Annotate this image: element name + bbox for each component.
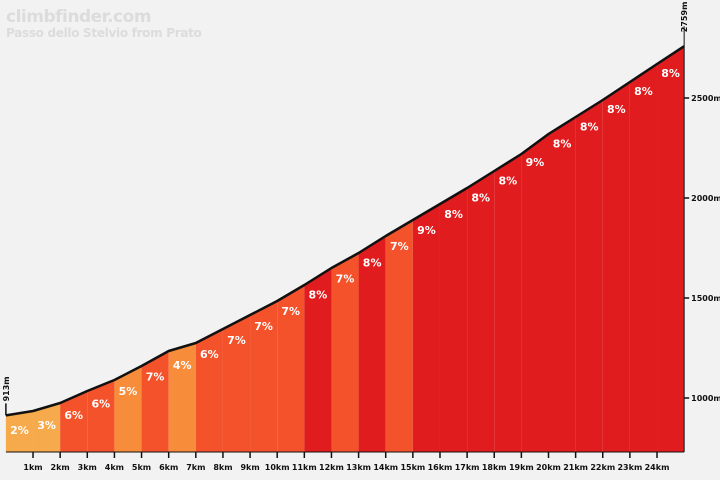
gradient-segment <box>222 315 251 452</box>
gradient-segment <box>195 329 223 452</box>
gradient-segment <box>277 285 305 452</box>
x-tick-label: 6km <box>159 463 178 472</box>
x-tick-label: 9km <box>240 463 259 472</box>
grade-label: 6% <box>92 398 111 411</box>
x-tick-label: 20km <box>536 463 561 472</box>
gradient-segment <box>304 268 332 452</box>
y-tick-label: 2000m <box>691 194 720 203</box>
gradient-segment <box>602 82 630 452</box>
gradient-segment <box>5 411 34 452</box>
grade-label: 7% <box>254 320 273 333</box>
gradient-segment <box>33 403 61 452</box>
grade-label: 9% <box>526 156 545 169</box>
grade-label: 6% <box>64 409 83 422</box>
grade-label: 7% <box>336 273 355 286</box>
brand-logo-text: climbfinder.com <box>6 7 152 27</box>
gradient-segment <box>250 301 278 452</box>
x-tick-label: 8km <box>213 463 232 472</box>
x-tick-label: 24km <box>645 463 670 472</box>
x-tick-label: 2km <box>51 463 70 472</box>
grade-label: 7% <box>146 371 165 384</box>
gradient-segment <box>629 64 658 452</box>
x-tick-label: 23km <box>617 463 642 472</box>
grade-label: 7% <box>227 334 246 347</box>
x-tick-label: 22km <box>590 463 615 472</box>
gradient-segment <box>114 366 142 452</box>
grade-label: 8% <box>444 208 463 221</box>
grade-label: 8% <box>580 121 599 134</box>
grade-label: 8% <box>498 175 517 188</box>
grade-label: 8% <box>553 138 572 151</box>
x-tick-label: 18km <box>482 463 507 472</box>
x-tick-label: 3km <box>78 463 97 472</box>
grade-label: 8% <box>661 67 680 80</box>
gradient-segment <box>331 253 359 452</box>
grade-label: 7% <box>281 305 300 318</box>
gradient-segment <box>358 236 386 452</box>
grade-label: 3% <box>37 419 56 432</box>
y-tick-label: 2500m <box>691 94 720 103</box>
x-tick-label: 7km <box>186 463 205 472</box>
grade-label: 2% <box>10 424 29 437</box>
gradient-segment <box>494 154 522 452</box>
grade-label: 8% <box>607 103 626 116</box>
x-tick-label: 4km <box>105 463 124 472</box>
start-elevation-label: 913m <box>2 376 11 401</box>
gradient-segment <box>141 351 169 452</box>
x-tick-label: 13km <box>346 463 371 472</box>
gradient-segment <box>385 220 413 452</box>
grade-label: 8% <box>471 192 490 205</box>
grade-label: 8% <box>309 289 328 302</box>
x-tick-label: 21km <box>563 463 588 472</box>
profile-line <box>5 45 685 417</box>
grade-label: 4% <box>173 359 192 372</box>
gradient-segment <box>467 171 495 452</box>
grade-label: 7% <box>390 240 409 253</box>
gradient-segment <box>60 391 88 452</box>
x-tick-label: 10km <box>265 463 290 472</box>
x-tick-label: 5km <box>132 463 151 472</box>
summit-elevation-label: 2759m <box>680 2 689 33</box>
grade-label: 5% <box>119 385 138 398</box>
x-tick-label: 19km <box>509 463 534 472</box>
gradient-segment <box>168 343 196 452</box>
x-tick-label: 11km <box>292 463 317 472</box>
grade-label: 8% <box>634 85 653 98</box>
x-tick-label: 16km <box>428 463 453 472</box>
grade-label: 9% <box>417 224 436 237</box>
grade-label: 8% <box>363 257 382 270</box>
x-tick-label: 14km <box>373 463 398 472</box>
climb-title: Passo dello Stelvio from Prato <box>6 26 202 40</box>
gradient-segment <box>87 380 115 452</box>
gradient-segment <box>548 117 576 452</box>
grade-label: 6% <box>200 348 219 361</box>
x-tick-label: 12km <box>319 463 344 472</box>
y-tick-label: 1500m <box>691 294 720 303</box>
gradient-segment <box>412 204 440 452</box>
x-tick-label: 15km <box>400 463 425 472</box>
y-tick-label: 1000m <box>691 394 720 403</box>
x-tick-label: 17km <box>455 463 480 472</box>
gradient-segment <box>575 100 603 452</box>
gradient-segment <box>521 134 549 452</box>
gradient-segment <box>439 188 468 452</box>
gradient-segment <box>657 46 685 452</box>
x-tick-label: 1km <box>23 463 42 472</box>
